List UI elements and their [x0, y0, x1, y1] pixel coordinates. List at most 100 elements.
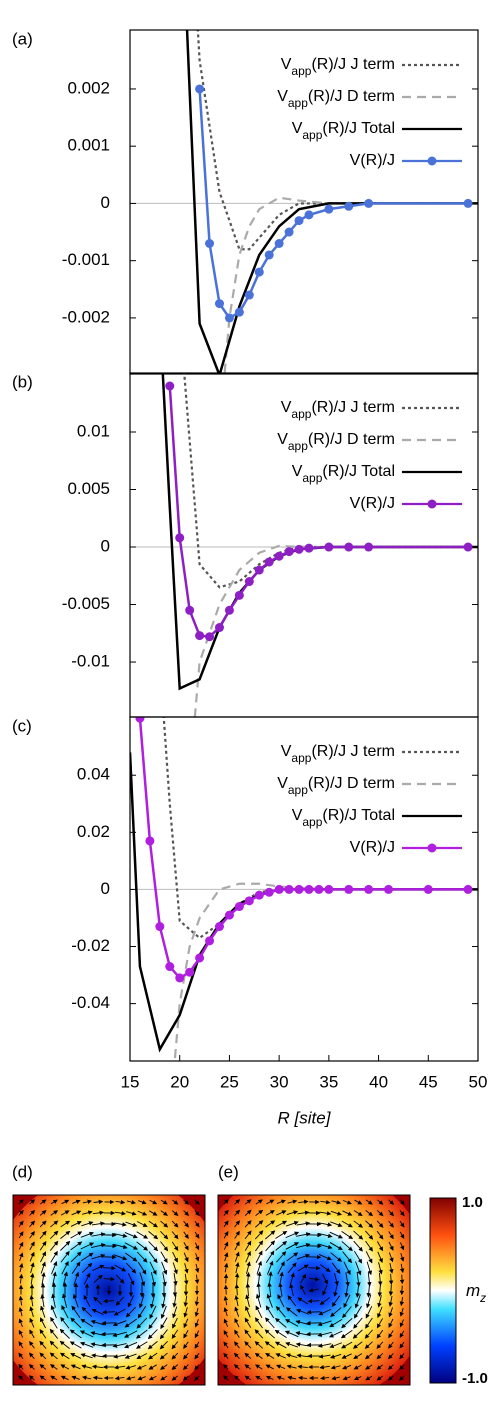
data-point — [205, 239, 214, 248]
data-point — [384, 885, 393, 894]
legend-marker — [428, 500, 437, 509]
data-point — [295, 545, 304, 554]
colorbar — [430, 1198, 456, 1383]
data-point — [265, 250, 274, 259]
legend-label: Vapp(R)/J J term — [281, 56, 395, 78]
data-point — [225, 313, 234, 322]
legend-label: Vapp(R)/J Total — [292, 807, 395, 829]
y-tick-label: 0.001 — [67, 136, 110, 155]
series-line — [219, 198, 478, 433]
data-point — [464, 885, 473, 894]
data-point — [155, 922, 164, 931]
legend-marker — [428, 844, 437, 853]
panel-label: (e) — [218, 1162, 239, 1181]
legend-label: Vapp(R)/J D term — [277, 431, 395, 453]
data-point — [424, 885, 433, 894]
data-point — [215, 623, 224, 632]
spin-arrow — [226, 1275, 227, 1284]
data-point — [165, 381, 174, 390]
panel-label: (a) — [12, 29, 33, 48]
data-point — [165, 962, 174, 971]
data-point — [344, 885, 353, 894]
data-point — [255, 268, 264, 277]
y-tick-label: -0.01 — [71, 652, 110, 671]
data-point — [225, 911, 234, 920]
data-point — [235, 591, 244, 600]
data-point — [215, 922, 224, 931]
legend-label: Vapp(R)/J D term — [277, 88, 395, 110]
data-point — [464, 543, 473, 552]
legend-label: V(R)/J — [350, 495, 395, 512]
data-point — [235, 308, 244, 317]
y-tick-label: -0.002 — [62, 307, 110, 326]
y-tick-label: 0.04 — [77, 765, 110, 784]
panel-label: (c) — [12, 716, 32, 735]
y-tick-label: 0.02 — [77, 822, 110, 841]
data-point — [285, 547, 294, 556]
legend-label: Vapp(R)/J Total — [292, 463, 395, 485]
data-point — [324, 885, 333, 894]
data-point — [225, 606, 234, 615]
x-tick-label: 25 — [220, 1072, 239, 1091]
data-point — [295, 216, 304, 225]
data-point — [245, 291, 254, 300]
legend-label: Vapp(R)/J J term — [281, 743, 395, 765]
data-point — [205, 632, 214, 641]
data-point — [175, 973, 184, 982]
data-point — [324, 205, 333, 214]
data-point — [285, 885, 294, 894]
series-line — [160, 661, 478, 938]
y-tick-label: 0 — [101, 193, 110, 212]
y-tick-label: -0.04 — [71, 993, 110, 1012]
data-point — [145, 836, 154, 845]
colorbar-min: -1.0 — [462, 1370, 488, 1387]
y-tick-label: 0 — [101, 536, 110, 555]
spin-arrow — [402, 1275, 403, 1284]
data-point — [285, 228, 294, 237]
x-tick-label: 40 — [369, 1072, 388, 1091]
legend-label: Vapp(R)/J Total — [292, 120, 395, 142]
data-point — [195, 953, 204, 962]
y-tick-label: 0.002 — [67, 78, 110, 97]
y-tick-label: -0.001 — [62, 250, 110, 269]
spin-arrow — [226, 1286, 227, 1295]
data-point — [245, 896, 254, 905]
x-axis-label: R [site] — [278, 1108, 332, 1127]
x-tick-label: 45 — [419, 1072, 438, 1091]
x-tick-label: 30 — [270, 1072, 289, 1091]
data-point — [364, 885, 373, 894]
legend-label: V(R)/J — [350, 839, 395, 856]
x-tick-label: 15 — [121, 1072, 140, 1091]
data-point — [344, 202, 353, 211]
data-point — [175, 533, 184, 542]
data-point — [275, 552, 284, 561]
axes-frame — [130, 373, 478, 717]
x-tick-label: 20 — [170, 1072, 189, 1091]
y-tick-label: 0.01 — [77, 421, 110, 440]
x-tick-label: 35 — [319, 1072, 338, 1091]
mz-map — [193, 1165, 433, 1397]
data-point — [344, 543, 353, 552]
data-point — [205, 936, 214, 945]
data-point — [185, 606, 194, 615]
data-point — [265, 888, 274, 897]
colorbar-max: 1.0 — [462, 1194, 483, 1211]
data-point — [255, 891, 264, 900]
data-point — [235, 902, 244, 911]
data-point — [364, 199, 373, 208]
data-point — [265, 557, 274, 566]
data-point — [245, 577, 254, 586]
data-point — [275, 885, 284, 894]
spin-maps: (d) (e) 1.0 -1.0 — [0, 1162, 488, 1397]
panel-label: (b) — [12, 372, 33, 391]
series-line — [170, 386, 468, 637]
spin-arrow — [103, 1312, 115, 1313]
data-point — [135, 714, 144, 723]
panel-label: (d) — [12, 1162, 33, 1181]
y-tick-label: -0.005 — [62, 594, 110, 613]
data-point — [304, 885, 313, 894]
legend-label: Vapp(R)/J J term — [281, 399, 395, 421]
data-point — [255, 566, 264, 575]
